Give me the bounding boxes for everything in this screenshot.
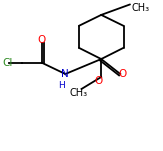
Text: CH₃: CH₃ [69, 88, 87, 98]
Text: H: H [58, 81, 65, 90]
Text: Cl: Cl [2, 58, 13, 68]
Text: O: O [119, 69, 127, 79]
Text: N: N [61, 69, 69, 79]
Text: O: O [38, 35, 46, 45]
Text: O: O [94, 76, 103, 86]
Text: CH₃: CH₃ [132, 3, 150, 13]
